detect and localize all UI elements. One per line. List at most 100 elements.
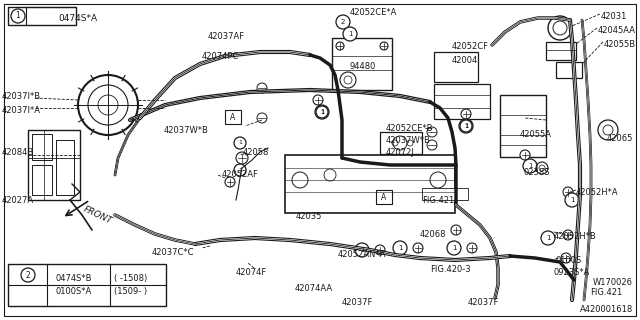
Bar xyxy=(32,134,52,160)
Text: FIG.421: FIG.421 xyxy=(590,288,622,297)
Bar xyxy=(376,190,392,204)
Text: 1: 1 xyxy=(15,12,20,20)
Text: 42052H*A: 42052H*A xyxy=(576,188,619,197)
Circle shape xyxy=(393,241,407,255)
Text: 42074PC: 42074PC xyxy=(202,52,239,61)
Circle shape xyxy=(316,106,328,118)
Text: 42058: 42058 xyxy=(243,148,269,157)
Text: 1: 1 xyxy=(360,247,364,253)
Text: 2: 2 xyxy=(26,270,30,279)
Text: 42004: 42004 xyxy=(452,56,478,65)
Text: 0923S*A: 0923S*A xyxy=(553,268,589,277)
Circle shape xyxy=(313,95,323,105)
Text: FIG.421: FIG.421 xyxy=(422,196,454,205)
Text: 0238S: 0238S xyxy=(524,168,550,177)
Text: 1: 1 xyxy=(452,245,456,251)
Text: 42072J: 42072J xyxy=(386,148,415,157)
Text: ( -1508): ( -1508) xyxy=(114,274,147,283)
Bar xyxy=(434,84,490,119)
Text: 42037C*C: 42037C*C xyxy=(152,248,195,257)
Text: 2: 2 xyxy=(341,19,345,25)
Text: 42052CE*A: 42052CE*A xyxy=(350,8,397,17)
Text: 42037W*B: 42037W*B xyxy=(386,136,431,145)
Circle shape xyxy=(236,152,248,164)
Bar xyxy=(500,95,546,157)
Circle shape xyxy=(541,231,555,245)
Text: 1: 1 xyxy=(464,124,468,129)
Bar xyxy=(556,62,582,78)
Circle shape xyxy=(427,140,437,150)
Text: 1: 1 xyxy=(238,140,242,146)
Text: 1: 1 xyxy=(320,109,324,115)
Circle shape xyxy=(315,105,329,119)
Text: 1: 1 xyxy=(528,163,532,169)
Circle shape xyxy=(343,27,357,41)
Text: 1: 1 xyxy=(397,245,403,251)
Text: 42037I*B: 42037I*B xyxy=(2,92,41,101)
Text: 1: 1 xyxy=(570,197,574,203)
Text: A: A xyxy=(230,113,236,122)
Text: 42031: 42031 xyxy=(601,12,627,21)
Circle shape xyxy=(336,42,344,50)
Circle shape xyxy=(427,127,437,137)
Bar xyxy=(332,38,392,90)
Circle shape xyxy=(336,15,350,29)
Circle shape xyxy=(563,187,573,197)
Text: FRONT: FRONT xyxy=(82,204,114,226)
Text: W170026: W170026 xyxy=(593,278,633,287)
Text: 94480: 94480 xyxy=(350,62,376,71)
Text: 42037I*A: 42037I*A xyxy=(2,106,41,115)
Text: 1: 1 xyxy=(348,31,352,37)
Text: 42045AA: 42045AA xyxy=(598,26,636,35)
Text: 42037F: 42037F xyxy=(342,298,373,307)
Bar xyxy=(56,140,74,195)
Text: 1: 1 xyxy=(546,235,550,241)
Text: 42052H*B: 42052H*B xyxy=(554,232,596,241)
Circle shape xyxy=(467,243,477,253)
Circle shape xyxy=(234,137,246,149)
Text: 42084B: 42084B xyxy=(2,148,35,157)
Circle shape xyxy=(563,230,573,240)
Bar xyxy=(225,110,241,124)
Circle shape xyxy=(11,9,25,23)
Text: FIG.420-3: FIG.420-3 xyxy=(430,265,470,274)
Circle shape xyxy=(561,253,571,263)
Text: 42074F: 42074F xyxy=(236,268,268,277)
Bar xyxy=(8,7,76,25)
Circle shape xyxy=(375,245,385,255)
Circle shape xyxy=(225,177,235,187)
Text: 1: 1 xyxy=(238,167,242,172)
Bar xyxy=(285,155,455,213)
Circle shape xyxy=(21,268,35,282)
Circle shape xyxy=(355,243,369,257)
Bar xyxy=(28,130,80,200)
Text: 42052CF: 42052CF xyxy=(452,42,489,51)
Circle shape xyxy=(553,21,567,35)
Text: 0100S: 0100S xyxy=(555,256,581,265)
Text: (1509- ): (1509- ) xyxy=(114,287,147,296)
Circle shape xyxy=(380,42,388,50)
Circle shape xyxy=(461,109,471,119)
Text: 0100S*A: 0100S*A xyxy=(55,287,92,296)
Text: A420001618: A420001618 xyxy=(580,305,633,314)
Bar xyxy=(32,165,52,195)
Circle shape xyxy=(447,241,461,255)
Text: 42052CE*B: 42052CE*B xyxy=(386,124,433,133)
Circle shape xyxy=(413,243,423,253)
Text: 42035: 42035 xyxy=(296,212,323,221)
Circle shape xyxy=(234,164,246,176)
Text: A: A xyxy=(381,193,387,202)
Text: 42037W*B: 42037W*B xyxy=(164,126,209,135)
Text: 42055B: 42055B xyxy=(604,40,636,49)
Text: 42074AA: 42074AA xyxy=(295,284,333,293)
Text: 42052AF: 42052AF xyxy=(222,170,259,179)
Text: 42037F: 42037F xyxy=(468,298,499,307)
Bar xyxy=(8,264,166,306)
Circle shape xyxy=(459,119,473,133)
Circle shape xyxy=(98,95,118,115)
Text: 42055A: 42055A xyxy=(520,130,552,139)
Bar xyxy=(422,188,468,200)
Circle shape xyxy=(520,150,530,160)
Bar xyxy=(434,52,478,82)
Bar xyxy=(546,42,576,60)
